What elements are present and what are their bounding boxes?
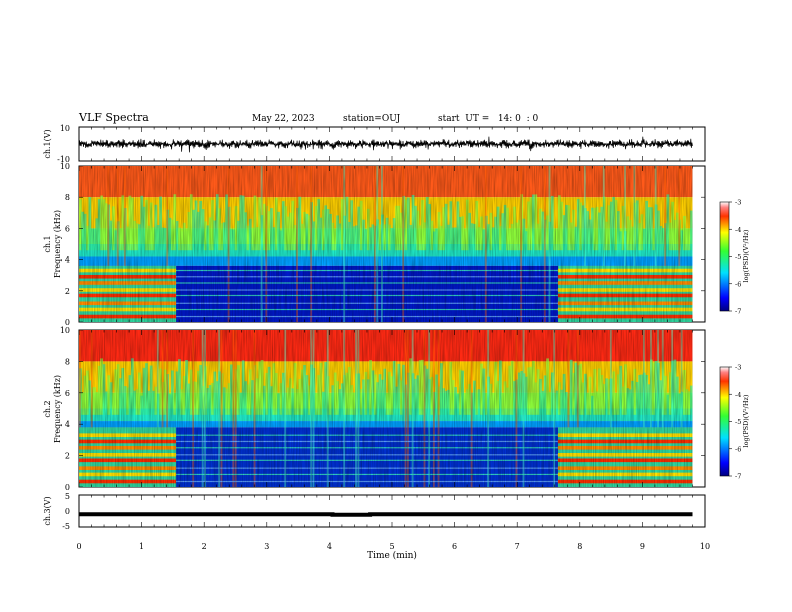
time-tick-label: 7	[515, 542, 520, 551]
colorbar-tick-label: -4	[735, 391, 741, 399]
ch1-ytick-label-10: 10	[60, 124, 70, 133]
colorbar-tick-label: -6	[735, 445, 741, 453]
time-tick-label: 4	[327, 542, 332, 551]
time-tick-label: 9	[640, 542, 645, 551]
ch1-spectrogram-yticks: 0 2 4 6 8 10	[60, 162, 705, 327]
header-station: station=OUJ	[343, 114, 401, 124]
ch3-ytick-label-neg5: -5	[62, 522, 70, 531]
colorbar-tick-label: -6	[735, 280, 741, 288]
ch1-waveform-panel: ch.1(V) 10 -10	[43, 124, 706, 164]
ch3-waveform-ylabel: ch.3(V)	[43, 496, 52, 525]
time-axis-label: Time (min)	[367, 550, 417, 561]
frequency-tick-label: 6	[65, 224, 70, 233]
frequency-tick-label: 8	[65, 193, 70, 202]
time-tick-label: 10	[700, 542, 710, 551]
colorbar-tick-label: -5	[735, 418, 741, 426]
time-axis-tick-labels: 0 1 2 3 4 5 6 7 8 9 10	[76, 542, 710, 551]
header-date: May 22, 2023	[252, 114, 315, 124]
ch3-ytick-label-0: 0	[65, 507, 70, 516]
colorbar-tick-label: -4	[735, 226, 741, 234]
time-tick-label: 8	[577, 542, 582, 551]
frequency-tick-label: 4	[65, 256, 70, 265]
ch2-spectrogram-image	[79, 330, 705, 487]
spectrogram-texture	[79, 330, 693, 487]
ch1-spectrogram-ylabel: Frequency (kHz)	[53, 210, 62, 278]
ch1-colorbar-ticks: -3 -4 -5 -6 -7	[729, 199, 741, 316]
time-tick-label: 0	[76, 542, 81, 551]
frequency-tick-label: 0	[65, 318, 70, 327]
time-tick-label: 2	[202, 542, 207, 551]
header-start-time: start UT = 14: 0 : 0	[438, 114, 539, 124]
ch1-colorbar	[719, 201, 730, 312]
frequency-tick-label: 6	[65, 389, 70, 398]
ch2-spectrogram-ylabel: Frequency (kHz)	[53, 375, 62, 443]
ch2-spectrogram-ticks	[78, 330, 706, 487]
frequency-tick-label: 10	[60, 326, 70, 335]
spectrogram-nodata	[692, 330, 705, 487]
ch2-channel-label: ch.2	[43, 400, 52, 417]
spectrogram-texture	[79, 166, 693, 322]
ch1-waveform-line	[78, 136, 693, 153]
ch2-colorbar	[719, 366, 730, 477]
colorbar-tick-label: -5	[735, 253, 741, 261]
frequency-tick-label: 2	[65, 287, 70, 296]
frequency-tick-label: 2	[65, 452, 70, 461]
ch2-spectrogram-yticks: 0 2 4 6 8 10	[60, 326, 705, 492]
ch1-ytick-label-neg10: -10	[57, 155, 70, 164]
ch1-spectrogram-ticks	[78, 166, 706, 322]
header-title: VLF Spectra	[79, 111, 149, 124]
ch3-waveform-ticks	[78, 495, 706, 527]
spectrogram-nodata	[692, 166, 705, 322]
time-tick-label: 1	[139, 542, 144, 551]
ch3-waveform-panel: ch.3(V) 5 0 -5 0 1 2 3 4 5 6 7 8 9 10 Time (min)	[43, 492, 710, 561]
ch1-channel-label: ch.1	[43, 235, 52, 252]
ch2-colorbar-label: log(PSD)(V²/Hz)	[742, 394, 750, 447]
colorbar-tick-label: -3	[735, 364, 741, 372]
colorbar-tick-label: -3	[735, 199, 741, 207]
frequency-tick-label: 8	[65, 357, 70, 366]
time-tick-label: 5	[389, 542, 394, 551]
ch1-spectrogram-image	[79, 166, 705, 322]
frequency-tick-label: 10	[60, 162, 70, 171]
time-tick-label: 6	[452, 542, 457, 551]
ch3-ytick-label-5: 5	[65, 492, 70, 501]
colorbar-tick-label: -7	[735, 308, 741, 316]
frequency-tick-label: 4	[65, 420, 70, 429]
ch1-colorbar-label: log(PSD)(V²/Hz)	[742, 229, 750, 282]
colorbar-tick-label: -7	[735, 473, 741, 481]
time-tick-label: 3	[264, 542, 269, 551]
ch1-waveform-ylabel: ch.1(V)	[43, 129, 52, 158]
ch1-waveform-ticks	[78, 127, 706, 161]
ch3-waveform-line	[79, 512, 693, 517]
ch2-colorbar-ticks: -3 -4 -5 -6 -7	[729, 364, 741, 481]
frequency-tick-label: 0	[65, 483, 70, 492]
